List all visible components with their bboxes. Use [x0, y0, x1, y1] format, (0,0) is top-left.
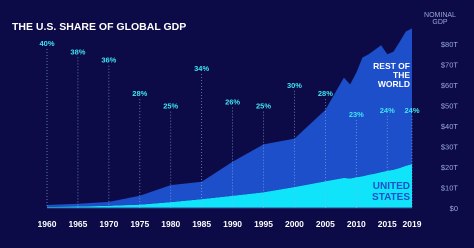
y-tick-label: $0 [450, 204, 458, 213]
y-tick-label: $80T [441, 40, 459, 49]
y-tick-label: $40T [441, 122, 459, 131]
x-tick-label: 1960 [38, 219, 57, 229]
x-tick-label: 1975 [130, 219, 149, 229]
share-label: 24% [380, 106, 395, 115]
y-tick-label: $30T [441, 143, 459, 152]
share-label: 34% [194, 64, 209, 73]
x-tick-label: 2000 [285, 219, 304, 229]
share-label: 24% [404, 106, 419, 115]
y-tick-label: $60T [441, 81, 459, 90]
share-label: 25% [256, 102, 271, 111]
x-tick-label: 1990 [223, 219, 242, 229]
x-tick-label: 1965 [68, 219, 87, 229]
x-tick-label: 1995 [254, 219, 273, 229]
area [47, 28, 412, 207]
area [47, 164, 412, 208]
x-tick-label: 2019 [403, 219, 422, 229]
x-tick-label: 2005 [316, 219, 335, 229]
y-tick-label: $20T [441, 163, 459, 172]
y-axis-label: NOMINAL GDP [424, 12, 456, 27]
share-label: 23% [349, 110, 364, 119]
series-label: REST OF THE WORLD [373, 61, 410, 89]
series-label: UNITED STATES [372, 181, 410, 203]
x-tick-label: 2015 [378, 219, 397, 229]
y-tick-label: $10T [441, 184, 459, 193]
x-tick-label: 1985 [192, 219, 211, 229]
y-tick-label: $70T [441, 61, 459, 70]
share-label: 26% [225, 97, 240, 106]
share-label: 25% [163, 102, 178, 111]
x-tick-label: 2010 [347, 219, 366, 229]
x-tick-label: 1980 [161, 219, 180, 229]
share-label: 38% [70, 47, 85, 56]
y-tick-label: $50T [441, 102, 459, 111]
share-label: 28% [318, 89, 333, 98]
share-label: 28% [132, 89, 147, 98]
share-label: 40% [39, 39, 54, 48]
x-tick-label: 1970 [99, 219, 118, 229]
share-label: 36% [101, 56, 116, 65]
share-label: 30% [287, 81, 302, 90]
chart-title: THE U.S. SHARE OF GLOBAL GDP [12, 21, 186, 33]
